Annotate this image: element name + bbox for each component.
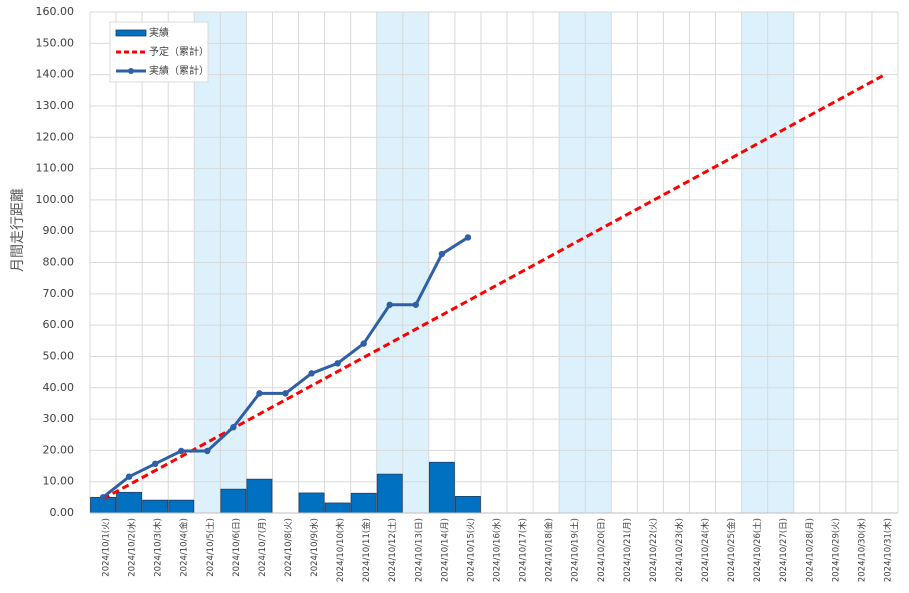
marker <box>178 447 185 455</box>
marker <box>99 494 107 501</box>
y-tick-label: 70.00 <box>43 287 75 300</box>
bar <box>116 491 143 514</box>
y-tick-label: 160.00 <box>36 5 75 18</box>
x-tick-label: 2024/10/18(金) <box>544 518 555 582</box>
x-tick-label: 2024/10/6(日) <box>232 518 242 577</box>
x-tick-label: 2024/10/12(土) <box>387 518 398 582</box>
y-tick-label: 120.00 <box>36 130 75 143</box>
marker <box>412 301 420 308</box>
x-tick-label: 2024/10/4(金) <box>179 518 190 577</box>
legend-label: 実績（累計） <box>149 64 209 77</box>
marker <box>464 234 472 241</box>
bar <box>455 496 481 514</box>
bar <box>298 492 325 514</box>
legend-swatch <box>115 29 147 37</box>
bar <box>376 473 403 514</box>
x-tick-label: 2024/10/2(水) <box>127 518 138 577</box>
bar <box>220 488 247 514</box>
x-tick-label: 2024/10/15(火) <box>466 518 476 582</box>
bar <box>142 499 169 514</box>
legend-label: 実績 <box>149 26 169 39</box>
x-tick-label: 2024/10/27(日) <box>779 518 789 582</box>
x-tick-label: 2024/10/5(土) <box>205 518 216 577</box>
x-tick-label: 2024/10/17(木) <box>518 518 529 582</box>
bar <box>428 461 455 514</box>
marker <box>386 301 393 308</box>
x-tick-label: 2024/10/26(土) <box>752 518 763 582</box>
marker <box>230 424 237 431</box>
bar <box>246 478 273 514</box>
x-tick-label: 2024/10/1(火) <box>102 518 112 577</box>
y-tick-label: 50.00 <box>43 349 75 362</box>
y-tick-label: 10.00 <box>43 475 75 488</box>
marker <box>334 360 341 367</box>
x-tick-label: 2024/10/3(木) <box>153 518 164 577</box>
marker <box>360 340 367 347</box>
y-tick-label: 110.00 <box>36 162 75 175</box>
y-tick-label: 20.00 <box>43 443 75 456</box>
x-tick-label: 2024/10/13(日) <box>414 518 424 582</box>
bar <box>350 492 377 514</box>
marker <box>204 447 211 455</box>
y-axis-label: 月間走行距離 <box>9 188 26 272</box>
y-tick-label: 40.00 <box>43 381 75 394</box>
x-tick-label: 2024/10/8(火) <box>284 518 294 577</box>
x-tick-label: 2024/10/28(月) <box>805 518 815 582</box>
y-tick-label: 100.00 <box>36 193 75 206</box>
y-tick-label: 90.00 <box>43 224 75 237</box>
marker <box>438 250 446 258</box>
x-tick-label: 2024/10/30(水) <box>856 518 867 582</box>
y-tick-label: 30.00 <box>43 412 75 425</box>
x-tick-label: 2024/10/31(木) <box>882 518 893 582</box>
x-tick-label: 2024/10/9(水) <box>309 518 320 577</box>
x-tick-label: 2024/10/21(月) <box>623 518 633 582</box>
x-tick-label: 2024/10/19(土) <box>570 518 581 582</box>
x-tick-label: 2024/10/24(木) <box>700 518 711 582</box>
legend-label: 予定（累計） <box>149 45 209 58</box>
y-tick-label: 60.00 <box>43 318 75 331</box>
marker <box>125 473 133 480</box>
x-tick-label: 2024/10/29(火) <box>831 518 841 582</box>
y-tick-label: 80.00 <box>43 256 75 269</box>
legend-marker <box>128 68 134 74</box>
y-tick-label: 150.00 <box>36 36 75 49</box>
marker <box>282 390 289 397</box>
bar <box>168 499 195 514</box>
marker <box>308 370 315 377</box>
x-tick-label: 2024/10/14(月) <box>440 518 450 582</box>
x-tick-label: 2024/10/11(金) <box>361 518 372 582</box>
x-tick-label: 2024/10/25(金) <box>726 518 737 582</box>
y-tick-label: 140.00 <box>36 68 75 81</box>
y-tick-label: 130.00 <box>36 99 75 112</box>
y-tick-label: 0.00 <box>50 506 75 519</box>
x-tick-label: 2024/10/10(木) <box>335 518 346 582</box>
x-tick-label: 2024/10/22(火) <box>649 518 659 582</box>
marker <box>151 460 159 468</box>
x-tick-label: 2024/10/20(日) <box>597 518 607 582</box>
bar <box>324 502 351 514</box>
x-tick-label: 2024/10/7(月) <box>258 518 268 577</box>
x-tick-label: 2024/10/23(水) <box>674 518 685 582</box>
marker <box>256 390 263 397</box>
x-tick-label: 2024/10/16(水) <box>492 518 503 582</box>
